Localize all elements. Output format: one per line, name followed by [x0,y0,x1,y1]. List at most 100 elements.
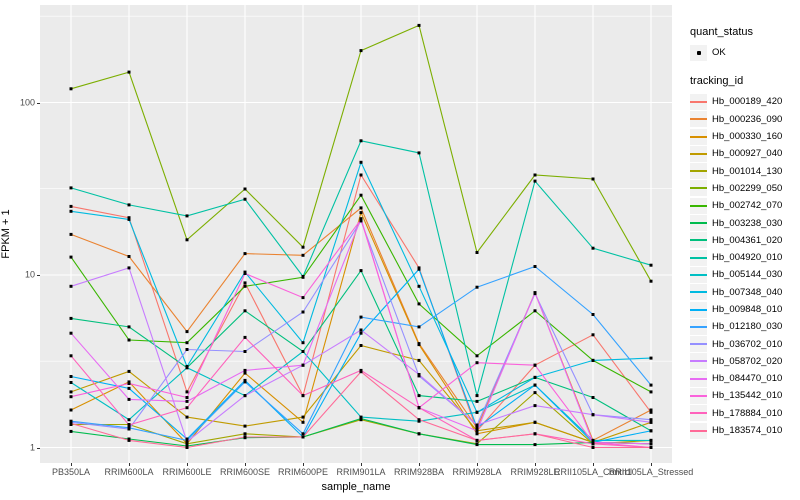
legend-item: Hb_003238_030 [690,214,800,232]
y-tick-label: 10 [24,269,35,280]
data-point [533,363,537,367]
legend-item-label: Hb_000330_160 [712,131,783,143]
x-tick-mark [477,463,478,466]
data-point [127,338,131,342]
y-tick-label: 100 [19,97,35,107]
line-swatch-icon [690,180,707,197]
data-point [185,446,189,449]
line-swatch-icon [690,163,707,180]
legend-item: Hb_004920_010 [690,249,800,266]
data-point [533,173,537,177]
data-point [649,279,653,283]
legend-item: Hb_009848_010 [690,301,800,318]
line-swatch-icon [690,93,707,110]
data-point [127,266,131,270]
data-point [359,173,363,177]
legend-item: Hb_135442_010 [690,387,800,404]
data-point [69,429,73,433]
data-point [649,438,653,442]
x-axis-title: sample_name [321,481,391,493]
legend-item-ok: OK [690,44,800,61]
data-point [533,265,537,268]
x-tick-label: RRIM600LE [162,467,212,477]
x-tick-mark [651,463,652,466]
data-point [243,281,247,285]
legend-item: Hb_183574_010 [690,422,800,439]
data-point [185,406,189,410]
data-point [591,446,595,449]
data-point [359,328,363,332]
legend-item-label: Hb_002742_070 [712,200,783,212]
x-tick-label: RRII105LA_Stressed [608,467,694,477]
legend-item-label: Hb_007348_040 [712,286,783,298]
data-point [533,179,537,183]
data-point [69,331,73,335]
data-point [359,315,363,319]
data-point [127,217,131,221]
data-point [301,310,305,314]
data-point [69,375,73,378]
data-point [359,217,363,221]
x-tick-mark [303,463,304,466]
x-tick-label: PB350LA [51,467,91,477]
y-tick-mark [37,447,40,449]
line-swatch-icon [690,215,707,232]
data-point [185,365,189,368]
data-point [417,394,421,398]
line-swatch-icon [690,318,707,335]
line-swatch-icon [690,197,707,214]
legend-item: Hb_001014_130 [690,162,800,180]
x-tick-label: RRIM901LA [336,467,386,477]
data-point [591,177,595,181]
x-tick-mark [593,463,594,466]
data-point [243,368,247,372]
x-tick-label: RRII105LA_Control [553,467,633,477]
data-point [69,204,73,208]
data-point [243,284,247,288]
data-point [359,211,363,215]
legend-item-label: Hb_009848_010 [712,304,783,315]
data-point [649,390,653,394]
legend-item-label: Hb_178884_010 [712,407,783,419]
legend-section-tracking-id: tracking_id Hb_000189_420 Hb_000236_090 Hb… [690,75,800,439]
line-swatch-icon [690,301,707,318]
data-point [475,251,479,254]
data-point [69,395,73,399]
x-tick-mark [535,463,536,466]
data-point [591,413,595,417]
legend-item-label: Hb_036702_010 [712,338,783,350]
data-point [69,209,73,213]
data-point [301,432,305,436]
data-point [591,438,595,442]
data-point [243,424,247,428]
data-point [475,354,479,358]
data-point [533,420,537,424]
data-point [243,394,247,398]
data-point [127,438,131,442]
data-point [591,442,595,446]
legend-item-label: Hb_004920_010 [712,252,783,264]
data-point [533,404,537,408]
data-point [359,49,363,53]
data-point [301,341,305,345]
data-point [185,440,189,444]
legend-item-label: Hb_002299_050 [712,182,783,194]
data-point [475,423,479,427]
data-point [417,432,421,436]
data-point [243,371,247,375]
data-point [127,369,131,373]
data-point [359,206,363,210]
y-axis-title: FPKM + 1 [0,209,12,259]
legend: quant_status OK tracking_id Hb_000189_42… [690,26,800,453]
data-point [127,70,131,74]
data-point [591,246,595,250]
data-point [301,363,305,367]
legend-item: Hb_007348_040 [690,284,800,301]
data-point [649,446,653,449]
legend-section-quant-status: quant_status OK [690,26,800,61]
legend-item-label: Hb_084470_010 [712,373,783,385]
data-point [127,325,131,329]
data-point [417,325,421,329]
data-point [127,423,131,427]
x-tick-label: RRIM600PE [277,467,329,477]
